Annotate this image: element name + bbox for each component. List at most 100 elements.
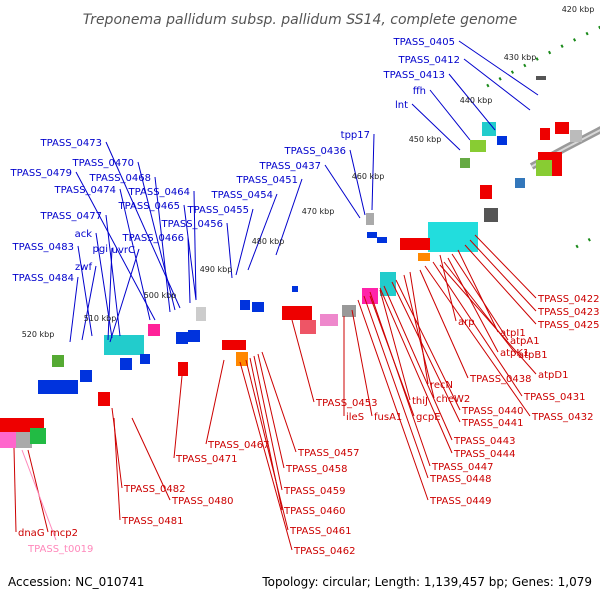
gene-label-forward: TPASS_0468 <box>89 173 151 184</box>
gene-feature <box>120 358 132 370</box>
gene-label-forward: ack <box>75 229 93 240</box>
gene-feature <box>460 158 470 168</box>
gene-label-reverse: cheW2 <box>436 394 470 405</box>
gene-feature <box>148 324 160 336</box>
gene-label-forward: pgi <box>93 244 108 255</box>
gene-feature <box>480 185 492 199</box>
gene-label-reverse: recN <box>430 380 453 391</box>
gene-feature <box>470 140 486 152</box>
gene-feature <box>366 213 374 225</box>
gene-label-reverse: thiJ <box>412 396 428 407</box>
kbp-tick-rings <box>486 25 600 249</box>
gene-label-forward: TPASS_0464 <box>128 187 190 198</box>
leader-line <box>419 269 469 379</box>
gene-feature <box>196 307 206 321</box>
leader-line <box>275 178 303 256</box>
gene-feature <box>380 272 396 296</box>
gene-feature <box>555 122 569 134</box>
gene-feature <box>30 428 46 444</box>
gene-feature <box>236 352 248 366</box>
leader-line <box>111 407 123 489</box>
gene-label-forward: uvrC <box>112 245 135 256</box>
leader-line <box>424 265 531 417</box>
gene-label-forward: TPASS_0465 <box>118 201 180 212</box>
gene-label-forward: TPASS_0483 <box>12 242 74 253</box>
gene-label-forward: TPASS_0470 <box>72 158 134 169</box>
gene-label-forward: TPASS_0456 <box>161 219 223 230</box>
leader-line <box>357 299 429 501</box>
leader-line <box>429 89 471 141</box>
gene-label-forward: TPASS_0451 <box>236 175 298 186</box>
inner-tick-ring <box>575 232 600 249</box>
kbp-label: 490 kbp <box>200 265 233 274</box>
leader-line <box>363 295 429 479</box>
gene-label-reverse: TPASS_0438 <box>469 374 531 385</box>
gene-feature <box>140 354 150 364</box>
gene-label-reverse: TPASS_0459 <box>283 486 345 497</box>
leader-line <box>205 359 225 445</box>
leader-line <box>369 291 431 467</box>
gene-label-reverse: arp <box>458 317 475 328</box>
gene-label-reverse: TPASS_0448 <box>429 474 491 485</box>
gene-label-reverse: TPASS_0457 <box>297 448 359 459</box>
gene-label-reverse: atpI1 <box>500 328 526 339</box>
gene-label-rna: TPASS_t0019 <box>27 544 93 555</box>
genome-summary-text: Topology: circular; Length: 1,139,457 bp… <box>261 575 592 589</box>
gene-feature <box>428 222 478 252</box>
leader-line <box>447 257 499 353</box>
leader-line <box>183 204 197 301</box>
gene-label-reverse: TPASS_0443 <box>453 436 515 447</box>
leader-line <box>469 239 537 312</box>
gene-label-reverse: atpD1 <box>538 370 568 381</box>
gene-label-reverse: TPASS_0423 <box>537 307 599 318</box>
gene-feature <box>540 128 550 140</box>
gene-label-reverse: TPASS_0481 <box>121 516 183 527</box>
leader-line <box>257 353 285 469</box>
gene-feature <box>98 392 110 406</box>
gene-feature <box>536 76 546 80</box>
kbp-label: 450 kbp <box>409 135 442 144</box>
leader-line <box>137 161 176 311</box>
leader-line <box>383 285 453 441</box>
leader-line <box>154 176 171 313</box>
gene-label-reverse: atpK1 <box>500 348 529 359</box>
kbp-label: 480 kbp <box>252 237 285 246</box>
gene-label-reverse: TPASS_0462 <box>293 546 355 557</box>
leader-line <box>81 265 97 341</box>
gene-feature <box>342 305 356 317</box>
gene-label-reverse: TPASS_0431 <box>523 392 585 403</box>
gene-feature <box>300 320 316 334</box>
gene-label-reverse: mcp2 <box>50 528 78 539</box>
gene-feature <box>377 237 387 243</box>
leader-line <box>411 103 461 151</box>
leader-line <box>351 309 373 417</box>
leader-line <box>349 149 366 216</box>
gene-feature <box>252 302 264 312</box>
kbp-label: 430 kbp <box>504 53 537 62</box>
leader-line <box>21 449 57 541</box>
gene-label-reverse: TPASS_0471 <box>175 454 237 465</box>
leader-line <box>439 264 537 375</box>
leader-line <box>107 247 113 341</box>
leader-line <box>253 355 283 491</box>
gene-label-reverse: TPASS_0449 <box>429 496 491 507</box>
gene-feature <box>515 178 525 188</box>
map-title: Treponema pallidum subsp. pallidum SS14,… <box>83 12 518 28</box>
leader-line <box>379 287 453 454</box>
gene-label-forward: TPASS_0405 <box>393 37 455 48</box>
gene-label-forward: TPASS_0454 <box>211 190 273 201</box>
gene-label-forward: ffh <box>413 86 426 97</box>
gene-feature <box>38 380 78 394</box>
leader-line <box>109 248 140 343</box>
gene-feature <box>0 432 16 448</box>
gene-feature <box>570 130 582 142</box>
gene-feature <box>104 335 144 355</box>
gene-label-reverse: TPASS_0447 <box>431 462 493 473</box>
gene-feature <box>320 314 338 326</box>
kbp-label: 510 kbp <box>84 314 117 323</box>
kbp-labels: 420 kbp 430 kbp 440 kbp 450 kbp 460 kbp 470 k… <box>22 5 595 339</box>
leader-line <box>193 190 197 301</box>
leader-line <box>458 40 539 96</box>
gene-label-reverse: ileS <box>346 412 364 423</box>
